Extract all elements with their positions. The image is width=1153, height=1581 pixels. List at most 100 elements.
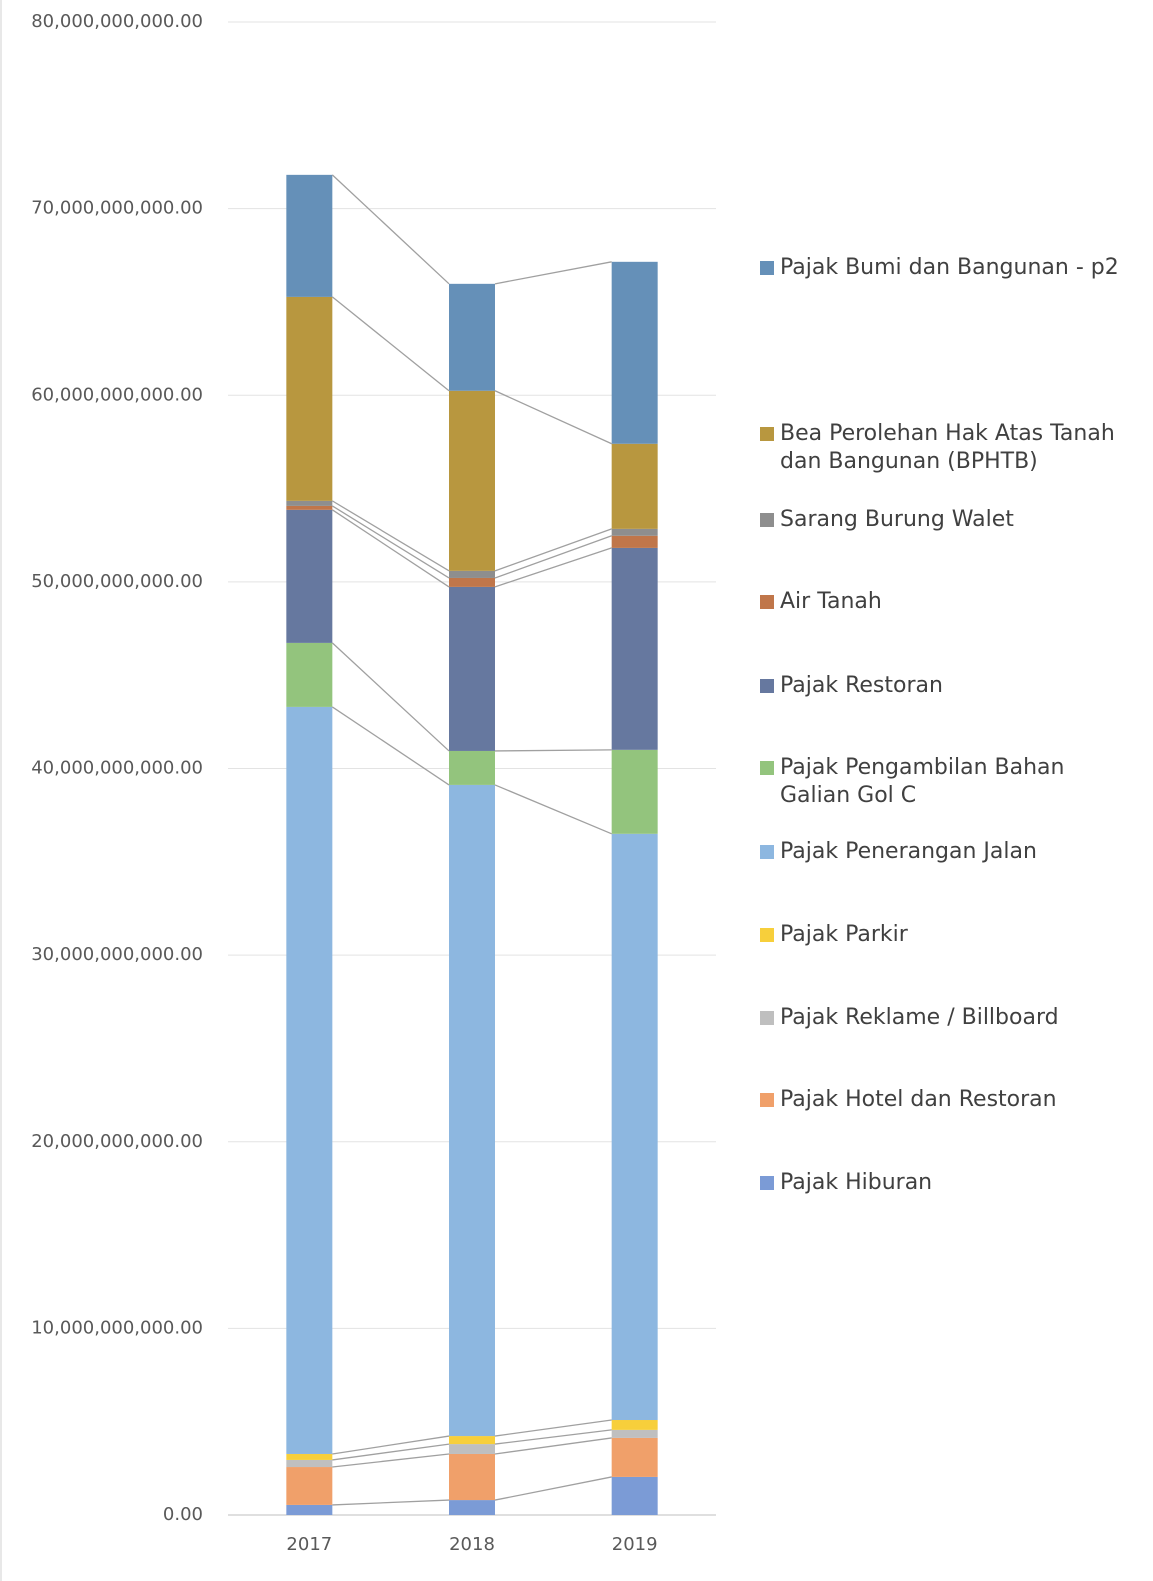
bar-segment [611, 535, 658, 548]
bar-segment [286, 706, 333, 1454]
x-tick-label: 2019 [612, 1534, 658, 1555]
legend-item: Sarang Burung Walet [760, 506, 1120, 534]
bar-segment [449, 750, 495, 785]
series-line [494, 261, 612, 285]
bar-segment [286, 500, 333, 506]
legend-swatch [760, 679, 774, 693]
x-tick-label: 2017 [286, 1534, 332, 1555]
legend-item: Pajak Hotel dan Restoran [760, 1086, 1120, 1114]
y-tick-label: 70,000,000,000.00 [31, 198, 203, 219]
series-line [332, 1499, 450, 1506]
legend-label: Pajak Reklame / Billboard [780, 1005, 1059, 1030]
legend-item: Pajak Hiburan [760, 1169, 1120, 1197]
series-line [494, 1429, 612, 1445]
y-tick-label: 80,000,000,000.00 [31, 11, 203, 32]
series-line [332, 1453, 450, 1468]
series-line [332, 1435, 450, 1455]
legend-label: Pajak Pengambilan Bahan Galian Gol C [780, 755, 1065, 808]
bar-segment [611, 749, 658, 834]
bar-segment [286, 296, 333, 501]
bar-segment [449, 586, 495, 751]
legend-swatch [760, 1176, 774, 1190]
legend-item: Pajak Restoran [760, 672, 1120, 700]
bar-segment [611, 1429, 658, 1438]
series-line [494, 749, 612, 752]
legend-swatch [760, 1093, 774, 1107]
legend-label: Pajak Parkir [780, 922, 908, 947]
bar-segment [449, 577, 495, 587]
x-tick-label: 2018 [449, 1534, 495, 1555]
legend-swatch [760, 595, 774, 609]
bar-segment [286, 509, 333, 643]
legend-label: Pajak Restoran [780, 673, 943, 698]
bar-segment [611, 443, 658, 529]
series-line [494, 784, 612, 835]
y-tick-label: 40,000,000,000.00 [31, 758, 203, 779]
series-line [494, 1419, 612, 1437]
series-line [331, 296, 450, 392]
y-tick-label: 60,000,000,000.00 [31, 384, 203, 405]
bar-segment [611, 547, 658, 750]
bar-segment [449, 1436, 495, 1445]
legend-label: Pajak Penerangan Jalan [780, 839, 1037, 864]
y-tick-label: 50,000,000,000.00 [31, 571, 203, 592]
series-line [331, 505, 450, 579]
bar-segment [449, 283, 495, 391]
legend-item: Bea Perolehan Hak Atas Tanah dan Banguna… [760, 420, 1120, 476]
legend-swatch [760, 761, 774, 775]
legend-item: Pajak Bumi dan Bangunan - p2 [760, 254, 1120, 282]
series-line [331, 642, 450, 752]
legend-item: Pajak Reklame / Billboard [760, 1004, 1120, 1032]
bar-segment [286, 505, 333, 510]
legend-label: Pajak Bumi dan Bangunan - p2 [780, 255, 1119, 280]
series-line [494, 528, 612, 572]
legend-item: Pajak Parkir [760, 921, 1120, 949]
series-line [494, 547, 612, 588]
legend-label: Pajak Hiburan [780, 1170, 933, 1195]
series-line [331, 500, 450, 572]
series-line [494, 1476, 612, 1501]
legend-swatch [760, 1011, 774, 1025]
bar-segment [286, 1459, 333, 1468]
bar-segment [286, 1467, 333, 1505]
legend-item: Pajak Pengambilan Bahan Galian Gol C [760, 754, 1120, 810]
bar-segment [611, 1420, 658, 1430]
legend-item: Air Tanah [760, 588, 1120, 616]
bar-segment [449, 1500, 495, 1515]
legend-swatch [760, 261, 774, 275]
legend-item: Pajak Penerangan Jalan [760, 838, 1120, 866]
legend-label: Air Tanah [780, 589, 882, 614]
legend-swatch [760, 513, 774, 527]
series-line [494, 535, 612, 579]
y-tick-label: 20,000,000,000.00 [31, 1131, 203, 1152]
bar-segment [611, 1437, 658, 1477]
bar-segment [611, 833, 658, 1421]
legend-swatch [760, 928, 774, 942]
legend-swatch [760, 427, 774, 441]
y-tick-label: 10,000,000,000.00 [31, 1317, 203, 1338]
y-tick-label: 30,000,000,000.00 [31, 944, 203, 965]
series-line [332, 1443, 450, 1461]
bar-segment [611, 1476, 658, 1515]
bar-segment [611, 528, 658, 536]
bar-segment [449, 784, 495, 1437]
series-line [331, 706, 450, 786]
bar-segment [286, 174, 333, 297]
series-line [331, 174, 450, 285]
bar-segment [286, 1453, 333, 1460]
bar-segment [286, 642, 333, 707]
y-tick-label: 0.00 [163, 1504, 203, 1525]
bar-segment [286, 1504, 333, 1515]
bar-segment [449, 390, 495, 571]
legend-swatch [760, 845, 774, 859]
legend-label: Pajak Hotel dan Restoran [780, 1087, 1057, 1112]
legend-label: Bea Perolehan Hak Atas Tanah dan Banguna… [780, 421, 1115, 474]
bar-segment [449, 1444, 495, 1454]
bar-segment [611, 261, 658, 444]
bar-segment [449, 1453, 495, 1501]
series-line [494, 390, 612, 445]
bar-segment [449, 570, 495, 578]
legend-label: Sarang Burung Walet [780, 507, 1014, 532]
